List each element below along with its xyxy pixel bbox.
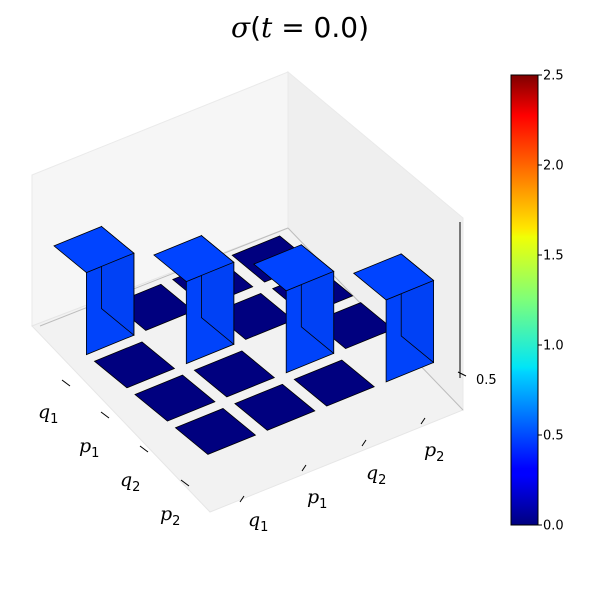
title-symbol: σ [231,11,251,44]
col-label-4-base: p [424,439,436,461]
bar-top-face [253,244,335,292]
bar-top-face [93,341,176,389]
col-tick-4 [420,417,426,425]
bar-r3-c1 [134,374,216,422]
bar-r4-c2 [234,383,316,431]
col-label-3-base: q [366,462,378,484]
colorbar: 0.0 0.5 1.0 1.5 2.0 2.5 [510,69,564,534]
row-tick-2 [100,411,110,419]
col-label-3-sub: 2 [378,473,386,488]
z-tick-label: 0.5 [476,373,497,388]
row-label-4-sub: 2 [172,514,180,529]
colorbar-tick-label: 0.5 [543,429,564,444]
colorbar-tick-label: 2.5 [543,69,564,84]
bar-top-face [234,383,316,431]
col-label-1-base: q [248,509,260,531]
colorbar-ticks: 0.0 0.5 1.0 1.5 2.0 2.5 [538,69,564,534]
col-label-1: q1 [248,509,268,535]
chart-title: σ(t = 0.0) [231,11,369,44]
col-label-2-sub: 1 [319,497,327,512]
bar-top-face [134,374,216,422]
col-label-4-sub: 2 [436,450,444,465]
col-tick-3 [361,439,367,447]
col-label-4: p2 [424,439,444,465]
col-label-2: p1 [307,486,327,512]
bar-top-face [352,253,435,301]
row-label-2-sub: 1 [91,446,99,461]
bar-r4-c3 [293,359,375,407]
bar-top-face [153,235,235,283]
colorbar-gradient [510,74,539,526]
row-label-2-base: p [79,435,91,457]
row-label-4: p2 [160,503,180,529]
row-tick-3 [139,445,149,453]
row-label-1-sub: 1 [50,412,58,427]
col-tick-1 [239,495,245,503]
col-tick-2 [301,464,307,472]
bar-top-face [174,408,257,455]
bar-r2-c1 [93,341,176,389]
row-axis: q1 p1 q2 p2 [38,379,190,529]
row-tick-1 [61,379,71,387]
row-label-2: p1 [79,435,99,461]
col-label-2-base: p [307,486,319,508]
title-open-paren: ( [250,11,261,44]
bar-r2-c2 [153,234,235,365]
bar-top-face [293,359,375,407]
z-tick-mark [457,371,467,377]
row-label-4-base: p [160,503,172,525]
bar-top-face [193,350,276,398]
row-label-1-base: q [38,401,50,423]
colorbar-tick-label: 0.0 [543,519,564,534]
col-label-3: q2 [366,462,386,488]
colorbar-tick-label: 2.0 [543,159,564,174]
grid-line-left [39,227,289,327]
bar-top-face [53,226,135,274]
col-axis-ticks [239,417,426,503]
row-label-3: q2 [120,469,140,495]
row-label-3-base: q [120,469,132,491]
bar-r4-c1 [174,408,257,455]
colorbar-tick-label: 1.5 [543,249,564,264]
title-variable: t [261,11,273,44]
row-label-1: q1 [38,401,58,427]
row-label-3-sub: 2 [132,480,140,495]
bar-r1-c1 [53,225,135,356]
row-tick-4 [180,479,190,487]
title-equals-value: = 0.0 [272,11,358,44]
bars-layer [53,225,435,455]
bar-r3-c2 [193,350,276,398]
row-axis-ticks [61,379,190,487]
bar-r4-c4 [352,253,435,383]
col-label-1-sub: 1 [260,520,268,535]
title-close-paren: ) [358,11,369,44]
col-axis: q1 p1 q2 p2 [239,417,444,535]
bar-r3-c3 [253,243,335,374]
colorbar-tick-label: 1.0 [543,339,564,354]
